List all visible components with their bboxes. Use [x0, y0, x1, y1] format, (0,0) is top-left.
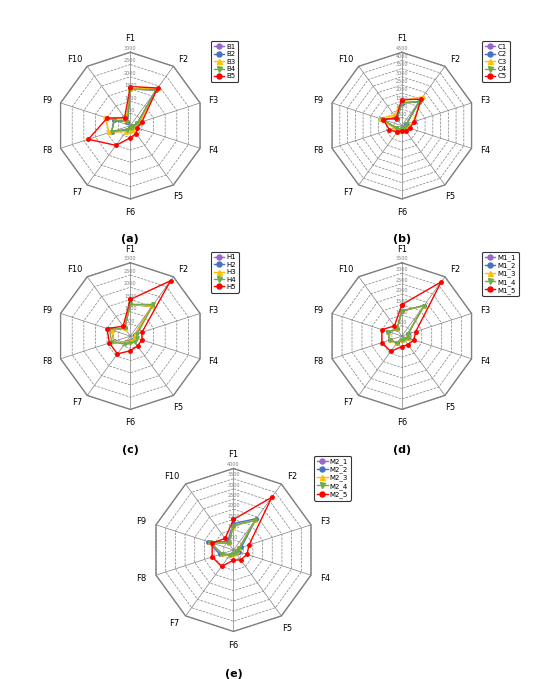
Text: F3: F3 [209, 306, 219, 315]
Text: F4: F4 [320, 574, 330, 583]
Text: F9: F9 [42, 306, 52, 315]
Text: 1000: 1000 [227, 524, 240, 529]
Text: F7: F7 [343, 398, 353, 407]
Text: F7: F7 [72, 187, 82, 196]
Text: (e): (e) [225, 669, 242, 679]
Text: F7: F7 [343, 187, 353, 196]
Legend: B1, B2, B3, B4, B5: B1, B2, B3, B4, B5 [211, 41, 238, 82]
Text: 500: 500 [397, 320, 407, 325]
Text: 1000: 1000 [395, 104, 408, 109]
Text: F1: F1 [125, 35, 135, 43]
Text: F8: F8 [136, 574, 147, 583]
Text: 1000: 1000 [124, 96, 137, 100]
Text: F3: F3 [209, 96, 219, 105]
Text: 1500: 1500 [395, 96, 408, 100]
Text: F5: F5 [282, 624, 292, 633]
Legend: H1, H2, H3, H4, H5: H1, H2, H3, H4, H5 [211, 252, 238, 293]
Text: F4: F4 [480, 357, 490, 366]
Text: (d): (d) [393, 445, 411, 455]
Text: 3000: 3000 [395, 267, 408, 272]
Text: 1000: 1000 [395, 310, 408, 315]
Text: 2000: 2000 [395, 88, 408, 92]
Text: 1500: 1500 [227, 514, 240, 519]
Text: 500: 500 [229, 534, 238, 540]
Text: F1: F1 [125, 245, 135, 254]
Text: F8: F8 [313, 357, 324, 366]
Text: 2000: 2000 [124, 281, 137, 287]
Text: F7: F7 [72, 398, 82, 407]
Text: 2500: 2500 [227, 493, 240, 498]
Text: 2500: 2500 [395, 278, 408, 282]
Text: F2: F2 [179, 265, 189, 274]
Text: F1: F1 [397, 245, 407, 254]
Text: F4: F4 [209, 357, 218, 366]
Text: 4000: 4000 [395, 54, 408, 59]
Text: 2000: 2000 [395, 289, 408, 293]
Text: F5: F5 [445, 192, 455, 201]
Text: F10: F10 [165, 472, 180, 481]
Legend: M2_1, M2_2, M2_3, M2_4, M2_5: M2_1, M2_2, M2_3, M2_4, M2_5 [314, 456, 351, 500]
Text: F4: F4 [480, 147, 490, 155]
Text: 1500: 1500 [124, 294, 137, 299]
Text: 2000: 2000 [227, 503, 240, 509]
Text: 2500: 2500 [124, 269, 137, 274]
Text: F2: F2 [450, 55, 460, 64]
Text: F6: F6 [125, 418, 135, 427]
Text: 2000: 2000 [124, 71, 137, 76]
Text: F4: F4 [209, 147, 218, 155]
Text: F10: F10 [338, 265, 353, 274]
Text: F1: F1 [397, 35, 407, 43]
Text: F2: F2 [287, 472, 297, 481]
Text: F8: F8 [42, 357, 52, 366]
Text: F9: F9 [42, 96, 52, 105]
Legend: C1, C2, C3, C4, C5: C1, C2, C3, C4, C5 [482, 41, 509, 82]
Text: F6: F6 [397, 418, 407, 427]
Text: F5: F5 [445, 403, 455, 411]
Text: 3000: 3000 [124, 45, 137, 51]
Text: F9: F9 [314, 306, 324, 315]
Text: F5: F5 [174, 192, 184, 201]
Legend: M1_1, M1_2, M1_3, M1_4, M1_5: M1_1, M1_2, M1_3, M1_4, M1_5 [482, 252, 519, 297]
Text: 1000: 1000 [124, 306, 137, 311]
Text: 500: 500 [125, 108, 135, 113]
Text: 4000: 4000 [227, 462, 240, 467]
Text: F10: F10 [67, 265, 82, 274]
Text: F9: F9 [137, 517, 147, 526]
Text: F10: F10 [67, 55, 82, 64]
Text: F8: F8 [42, 147, 52, 155]
Text: F2: F2 [450, 265, 460, 274]
Text: F3: F3 [480, 306, 490, 315]
Text: 2500: 2500 [395, 79, 408, 84]
Text: 3500: 3500 [395, 62, 408, 67]
Text: 2500: 2500 [124, 58, 137, 63]
Text: 4500: 4500 [395, 45, 408, 51]
Text: F1: F1 [229, 449, 238, 459]
Text: F8: F8 [313, 147, 324, 155]
Text: (a): (a) [122, 234, 139, 244]
Text: F2: F2 [179, 55, 189, 64]
Text: 3000: 3000 [395, 71, 408, 76]
Text: 1500: 1500 [395, 299, 408, 304]
Text: 3500: 3500 [227, 473, 240, 477]
Text: F6: F6 [125, 208, 135, 217]
Text: 1500: 1500 [124, 84, 137, 88]
Text: 3500: 3500 [395, 256, 408, 261]
Text: F5: F5 [174, 403, 184, 411]
Text: 500: 500 [397, 112, 407, 117]
Text: F6: F6 [397, 208, 407, 217]
Text: F9: F9 [314, 96, 324, 105]
Text: 500: 500 [125, 318, 135, 324]
Text: F7: F7 [169, 619, 180, 628]
Text: 3000: 3000 [124, 256, 137, 261]
Text: (b): (b) [393, 234, 411, 244]
Text: 3000: 3000 [227, 483, 240, 488]
Text: F10: F10 [338, 55, 353, 64]
Text: F3: F3 [480, 96, 490, 105]
Text: F3: F3 [320, 517, 331, 526]
Text: F6: F6 [229, 641, 238, 650]
Text: (c): (c) [122, 445, 139, 455]
